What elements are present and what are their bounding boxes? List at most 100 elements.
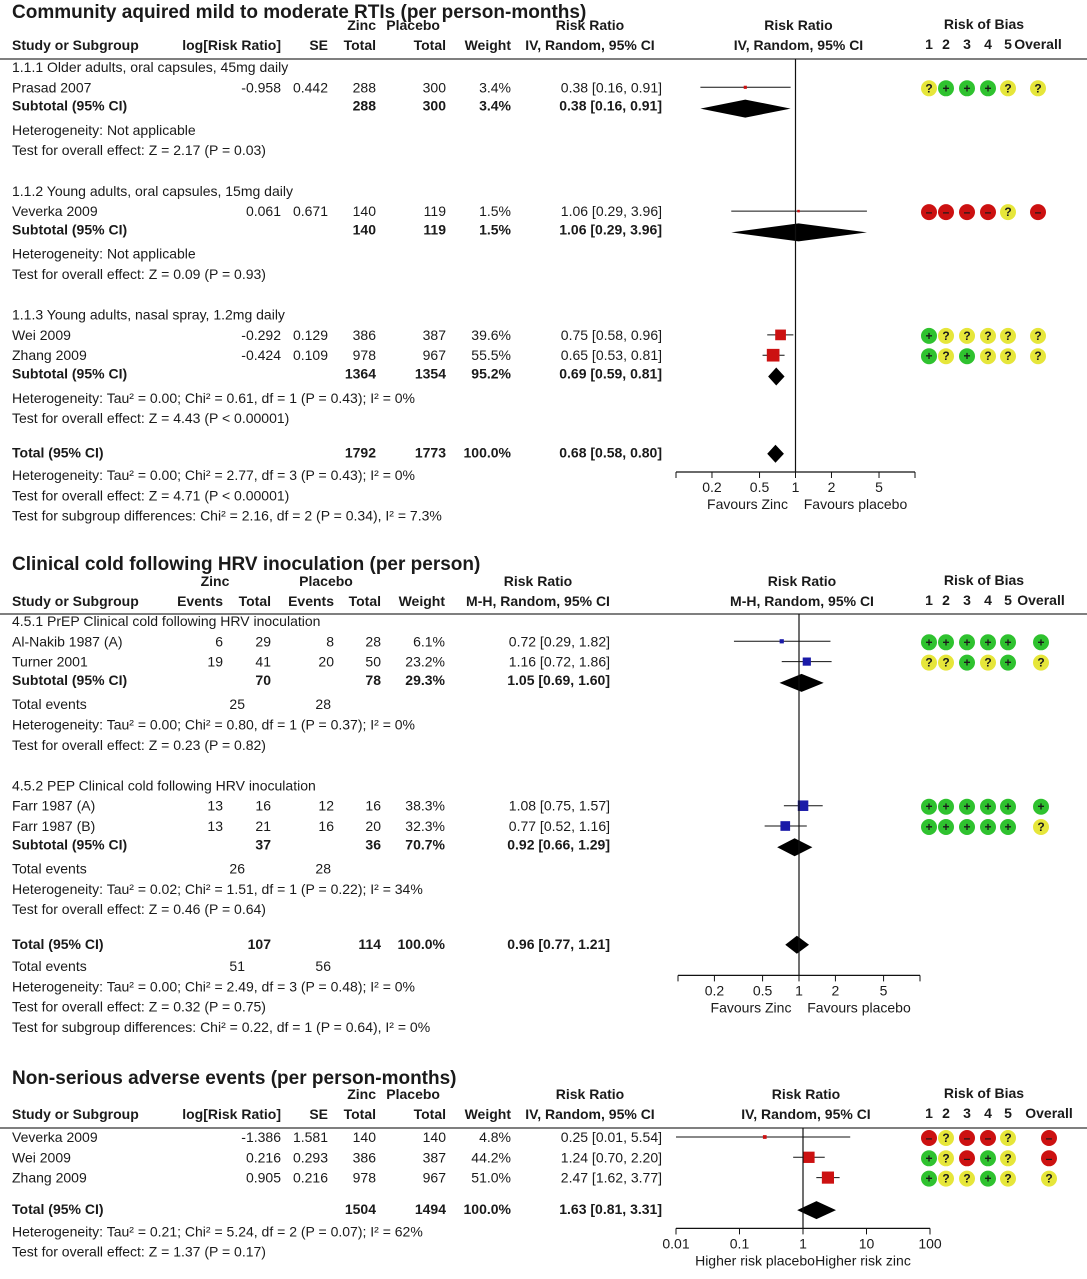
subtotal-total-placebo: 119 [423, 221, 446, 237]
study-rr-ci: 0.65 [0.53, 0.81] [561, 347, 662, 363]
study-point-estimate [802, 657, 811, 666]
header-total-placebo: Total [349, 593, 381, 609]
total-rr-ci: 0.96 [0.77, 1.21] [507, 936, 610, 952]
x-tick-label: 0.01 [662, 1235, 689, 1251]
subtotal-diamond [700, 99, 791, 118]
header-rob-title: Risk of Bias [944, 572, 1024, 588]
rob-symbol: + [984, 800, 991, 814]
total-total-placebo: 114 [358, 936, 381, 952]
header-rr-method: M-H, Random, 95% CI [466, 593, 610, 609]
study-rr-ci: 2.47 [1.62, 3.77] [561, 1170, 662, 1186]
study-weight: 51.0% [471, 1170, 511, 1186]
rob-symbol: + [942, 635, 949, 649]
header-rob-col: 4 [984, 36, 992, 52]
header-rob-col: 5 [1004, 36, 1012, 52]
study-rr-ci: 0.72 [0.29, 1.82] [509, 633, 610, 649]
rob-symbol: ? [1045, 1172, 1052, 1186]
rob-symbol: – [1046, 1131, 1053, 1145]
rob-symbol: ? [984, 349, 991, 363]
rob-symbol: ? [942, 656, 949, 670]
total-stat: Heterogeneity: Tau² = 0.00; Chi² = 2.77,… [12, 467, 415, 483]
rob-unclear-icon [938, 1130, 954, 1146]
header-rob-col: 1 [925, 1105, 933, 1121]
study-name: Wei 2009 [12, 327, 71, 343]
rob-high-icon [921, 1130, 937, 1146]
study-name: Zhang 2009 [12, 1170, 87, 1186]
study-events-placebo: 12 [318, 798, 334, 814]
study-point-estimate [775, 329, 786, 341]
study-name: Veverka 2009 [12, 1129, 98, 1145]
study-weight: 32.3% [405, 818, 445, 834]
study-events-placebo: 16 [318, 818, 334, 834]
rob-low-icon [980, 1150, 996, 1167]
subtotal-total-zinc: 37 [255, 836, 271, 852]
header-rob-col: 5 [1004, 592, 1012, 608]
subgroup-stat: Test for overall effect: Z = 4.43 (P < 0… [12, 410, 289, 426]
rob-symbol: + [942, 81, 949, 95]
rob-symbol: ? [1004, 1151, 1011, 1165]
rob-symbol: + [942, 820, 949, 834]
rob-symbol: + [1004, 820, 1011, 834]
subtotal-total-zinc: 288 [353, 98, 377, 114]
study-total-placebo: 300 [423, 79, 447, 95]
forest-panel-3: Non-serious adverse events (per person-m… [0, 1068, 1087, 1268]
rob-symbol: + [963, 820, 970, 834]
study-rr-ci: 0.75 [0.58, 0.96] [561, 327, 662, 343]
header-rob-title: Risk of Bias [944, 16, 1024, 32]
study-rr-ci: 0.38 [0.16, 0.91] [561, 79, 662, 95]
x-tick-label: 0.2 [705, 982, 725, 998]
subtotal-label: Subtotal (95% CI) [12, 221, 127, 237]
rob-symbol: ? [942, 1151, 949, 1165]
rob-symbol: + [963, 349, 970, 363]
header-rob-col: 2 [942, 592, 950, 608]
favours-left-label: Favours Zinc [711, 999, 792, 1015]
study-total-zinc: 386 [353, 327, 377, 343]
rob-symbol: ? [925, 656, 932, 670]
study-se: 0.671 [293, 203, 328, 219]
rob-low-icon [959, 348, 975, 365]
rob-unclear-icon [1000, 80, 1016, 97]
rob-symbol: + [984, 1151, 991, 1165]
study-total-zinc: 978 [353, 1170, 377, 1186]
header-rr-method: IV, Random, 95% CI [525, 37, 654, 53]
rob-unclear-icon [1000, 1150, 1016, 1167]
study-log-rr: 0.905 [246, 1170, 281, 1186]
study-log-rr: -0.958 [241, 79, 281, 95]
subtotal-label: Subtotal (95% CI) [12, 366, 127, 382]
subtotal-weight: 1.5% [479, 221, 511, 237]
x-tick-label: 100 [918, 1235, 942, 1251]
total-events-placebo: 56 [315, 958, 331, 974]
total-stat: Heterogeneity: Tau² = 0.00; Chi² = 2.49,… [12, 978, 415, 994]
study-total-placebo: 16 [365, 798, 381, 814]
total-diamond [767, 444, 784, 463]
total-total-zinc: 107 [248, 936, 272, 952]
total-weight: 100.0% [464, 1201, 512, 1217]
rob-unclear-icon [980, 348, 996, 365]
study-events-zinc: 13 [207, 798, 223, 814]
study-total-placebo: 20 [365, 818, 381, 834]
rob-low-icon [959, 634, 975, 651]
total-events-placebo: 28 [315, 696, 331, 712]
total-events-zinc: 25 [229, 696, 245, 712]
header-rob-col: 1 [925, 592, 933, 608]
rob-low-icon [980, 634, 996, 651]
header-rob-col: Overall [1017, 592, 1064, 608]
total-total-placebo: 1494 [415, 1201, 446, 1217]
rob-symbol: ? [1004, 205, 1011, 219]
total-rr-ci: 1.63 [0.81, 3.31] [559, 1201, 662, 1217]
subtotal-label: Subtotal (95% CI) [12, 672, 127, 688]
study-events-placebo: 20 [318, 654, 334, 670]
subtotal-total-placebo: 36 [365, 836, 381, 852]
study-weight: 44.2% [471, 1149, 511, 1165]
favours-right-label: Favours placebo [807, 999, 911, 1015]
total-label: Total (95% CI) [12, 445, 104, 461]
rob-unclear-icon [1033, 654, 1049, 671]
rob-low-icon [921, 819, 937, 835]
study-events-zinc: 19 [207, 654, 223, 670]
rob-symbol: + [984, 1172, 991, 1186]
rob-symbol: – [1046, 1151, 1053, 1165]
rob-symbol: – [926, 1131, 933, 1145]
study-se: 1.581 [293, 1129, 328, 1145]
study-total-placebo: 28 [365, 633, 381, 649]
study-rr-ci: 1.16 [0.72, 1.86] [509, 654, 610, 670]
